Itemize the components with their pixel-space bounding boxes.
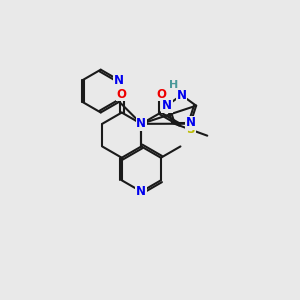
Text: N: N [136, 117, 146, 130]
Text: N: N [162, 99, 172, 112]
Text: N: N [176, 88, 187, 101]
Text: S: S [186, 123, 195, 136]
Text: O: O [117, 88, 127, 100]
Text: N: N [136, 185, 146, 198]
Text: N: N [114, 74, 124, 87]
Text: H: H [169, 80, 178, 90]
Text: N: N [136, 117, 146, 130]
Text: O: O [156, 88, 166, 100]
Text: N: N [185, 116, 196, 130]
